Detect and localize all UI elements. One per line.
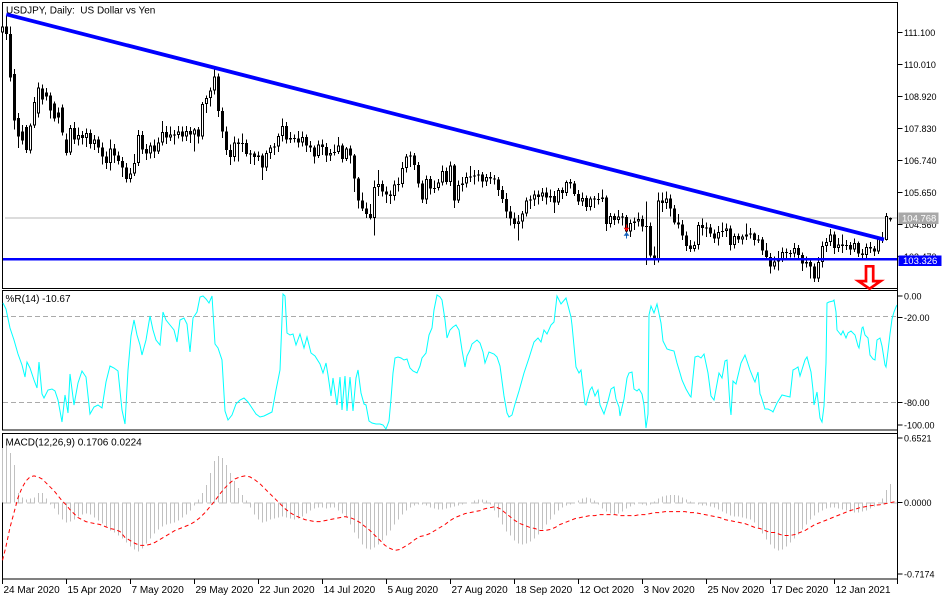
- svg-text:22 Jun 2020: 22 Jun 2020: [260, 585, 315, 596]
- svg-text:15 Apr 2020: 15 Apr 2020: [68, 585, 122, 596]
- svg-text:24 Mar 2020: 24 Mar 2020: [4, 585, 61, 596]
- svg-text:110.010: 110.010: [904, 60, 936, 70]
- svg-text:104.768: 104.768: [902, 213, 936, 224]
- svg-text:3 Nov 2020: 3 Nov 2020: [644, 585, 696, 596]
- svg-text:12 Jan 2021: 12 Jan 2021: [836, 585, 891, 596]
- svg-text:12 Oct 2020: 12 Oct 2020: [580, 585, 635, 596]
- svg-text:108.920: 108.920: [904, 92, 937, 102]
- svg-text:0.6521: 0.6521: [904, 433, 932, 443]
- svg-text:105.650: 105.650: [904, 188, 937, 198]
- svg-text:7 May 2020: 7 May 2020: [132, 585, 185, 596]
- svg-text:27 Aug 2020: 27 Aug 2020: [452, 585, 509, 596]
- svg-text:USDJPY, Daily: US Dollar vs Y: USDJPY, Daily: US Dollar vs Yen: [6, 6, 155, 17]
- svg-text:25 Nov 2020: 25 Nov 2020: [708, 585, 765, 596]
- svg-text:0.0000: 0.0000: [904, 498, 932, 508]
- svg-text:106.740: 106.740: [904, 156, 937, 166]
- svg-text:29 May 2020: 29 May 2020: [196, 585, 254, 596]
- svg-text:14 Jul 2020: 14 Jul 2020: [324, 585, 376, 596]
- svg-text:-20.00: -20.00: [904, 313, 930, 323]
- svg-text:103.326: 103.326: [903, 256, 937, 267]
- svg-text:-0.7174: -0.7174: [904, 569, 935, 579]
- svg-text:18 Sep 2020: 18 Sep 2020: [516, 585, 573, 596]
- svg-text:111.100: 111.100: [904, 28, 935, 38]
- svg-text:MACD(12,26,9) 0.1706 0.0224: MACD(12,26,9) 0.1706 0.0224: [6, 438, 143, 449]
- svg-text:5 Aug 2020: 5 Aug 2020: [388, 585, 439, 596]
- svg-text:0.00: 0.00: [904, 292, 922, 302]
- svg-text:-80.00: -80.00: [904, 398, 930, 408]
- svg-text:107.830: 107.830: [904, 124, 937, 134]
- svg-text:104.560: 104.560: [904, 220, 937, 230]
- svg-text:17 Dec 2020: 17 Dec 2020: [772, 585, 829, 596]
- svg-text:-100.00: -100.00: [904, 420, 935, 430]
- svg-text:%R(14) -10.67: %R(14) -10.67: [6, 294, 71, 305]
